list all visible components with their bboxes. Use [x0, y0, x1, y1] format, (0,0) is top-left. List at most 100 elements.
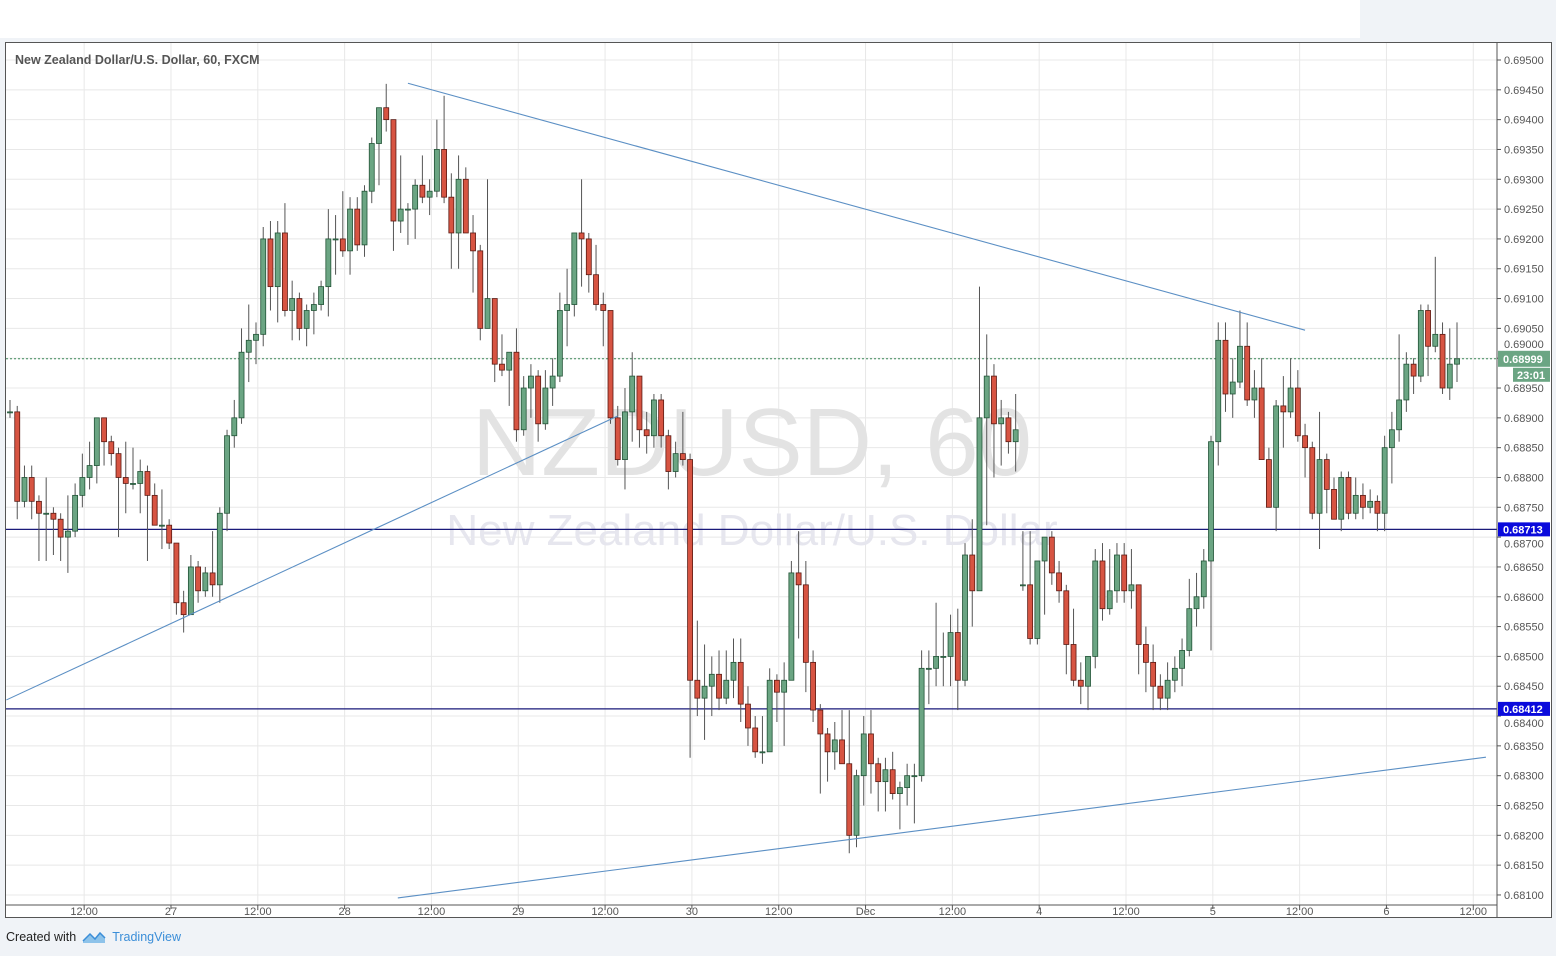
price-tick-label: 0.69450 [1504, 85, 1544, 97]
candle [933, 602, 939, 687]
candle [1251, 370, 1258, 418]
candle [795, 531, 802, 639]
candle [585, 232, 592, 293]
candle-body-up [1273, 405, 1280, 508]
candle [151, 483, 158, 526]
candle-body-down [209, 572, 216, 586]
candle [21, 465, 28, 508]
candle [1012, 393, 1019, 472]
candle-body-up [412, 184, 419, 210]
candle [50, 507, 57, 556]
candle-body-up [947, 632, 954, 657]
candle [737, 638, 744, 723]
candle [672, 441, 679, 478]
candle [1244, 322, 1251, 406]
candle [1345, 471, 1352, 520]
candle [954, 608, 961, 711]
candle-body-up [1403, 363, 1410, 401]
candle [36, 495, 42, 561]
candle [752, 716, 759, 758]
candle-body-up [998, 417, 1005, 425]
candle [1258, 358, 1265, 460]
candle-body-down [101, 417, 107, 443]
candle [1135, 584, 1142, 675]
candle-body-down [1265, 459, 1272, 508]
candle-body-up [1229, 381, 1236, 395]
candle [412, 179, 419, 239]
price-labels: 0.68713 0.68412 0.68999 23:01 [1498, 350, 1550, 716]
candle [600, 292, 607, 347]
candle [774, 674, 780, 723]
tradingview-link[interactable]: TradingView [112, 930, 181, 944]
candle-body-down [1005, 417, 1012, 443]
candle-body-up [310, 304, 317, 311]
top-bar [0, 0, 1360, 38]
candle-body-down [658, 399, 665, 437]
candle-body-up [933, 656, 939, 669]
candle [1128, 549, 1135, 609]
candle [441, 95, 448, 204]
candle-body-down [585, 238, 592, 276]
candle [202, 566, 209, 597]
candle-body-up [1396, 399, 1403, 431]
candle [614, 405, 621, 466]
candle [788, 560, 795, 681]
candle-body-down [1070, 644, 1077, 681]
candle-body-down [339, 238, 346, 252]
time-tick-label: Dec [856, 906, 876, 918]
candle [274, 221, 281, 323]
candle [195, 560, 202, 603]
candle [376, 107, 382, 186]
candle [137, 459, 144, 514]
candle [122, 441, 129, 514]
price-tick-label: 0.69200 [1504, 234, 1544, 246]
candle-body-down [1439, 333, 1446, 389]
candle-body-up [672, 453, 679, 472]
price-tick-label: 0.68800 [1504, 472, 1544, 484]
candle [383, 83, 390, 132]
candle-body-up [860, 733, 867, 777]
candle-body-up [882, 769, 889, 783]
price-axis[interactable]: 0.68100 0.68150 0.68200 0.68250 0.68300 0.683… [1497, 55, 1544, 902]
candle [542, 370, 549, 430]
candle-body-up [1215, 339, 1222, 443]
candle [130, 447, 136, 490]
candle-body-up [1041, 536, 1048, 562]
candle [824, 727, 831, 782]
level-price-badge [1498, 522, 1550, 537]
candle-body-down [390, 119, 397, 222]
candle-body-up [93, 417, 100, 466]
time-axis[interactable]: 12:00 27 12:00 28 12:00 29 12:00 30 12:00 Dec 12:0… [70, 905, 1487, 918]
candle-body-down [1135, 584, 1142, 645]
candle-body-down [839, 739, 845, 765]
candle [419, 155, 426, 204]
candle-body-down [419, 184, 426, 198]
candle [991, 364, 997, 478]
candle [679, 411, 686, 466]
candle-body-up [1186, 608, 1193, 651]
candle-body-down [1309, 447, 1316, 514]
candle-body-down [600, 304, 607, 311]
time-tick-label: 12:00 [70, 906, 98, 918]
candle [64, 495, 71, 573]
candle-body-up [376, 107, 382, 144]
candle [889, 751, 896, 800]
candle-body-down [36, 500, 42, 514]
candle [1374, 495, 1381, 532]
candle-body-down [607, 310, 614, 419]
candle [868, 710, 874, 794]
candle [101, 417, 107, 466]
price-tick-label: 0.68650 [1504, 562, 1544, 574]
candle-body-up [911, 775, 918, 778]
candle [1179, 638, 1185, 687]
watermark-symbol: NZDUSD, 60 [472, 389, 1032, 496]
candle [839, 710, 845, 765]
time-tick-label: 28 [338, 906, 350, 918]
candle [593, 244, 599, 311]
candle [506, 351, 513, 406]
candle [759, 716, 766, 764]
candle-body-up [64, 530, 71, 538]
candle [976, 286, 983, 592]
candle [723, 650, 730, 705]
